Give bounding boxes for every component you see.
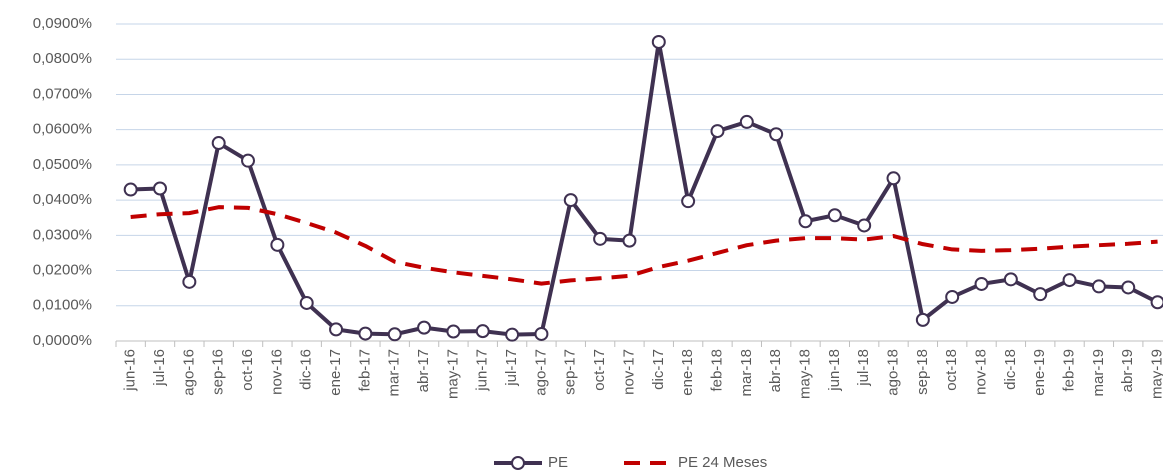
- point: [505, 327, 520, 342]
- x-tick-label: jul-16: [151, 349, 168, 387]
- point: [475, 324, 490, 339]
- y-tick-label: 0,0900%: [33, 15, 92, 32]
- point: [798, 214, 813, 229]
- x-tick-label: oct-18: [943, 349, 960, 391]
- point: [534, 326, 549, 341]
- point: [270, 237, 285, 252]
- x-tick-label: ene-17: [327, 349, 344, 396]
- point: [358, 326, 373, 341]
- x-tick-label: may-18: [796, 349, 813, 399]
- point: [446, 324, 461, 339]
- point: [710, 124, 725, 139]
- point: [123, 182, 138, 197]
- point: [915, 312, 930, 327]
- y-tick-label: 0,0500%: [33, 156, 92, 173]
- point: [886, 171, 901, 186]
- point: [857, 218, 872, 233]
- x-tick-label: jul-18: [855, 349, 872, 387]
- y-tick-label: 0,0200%: [33, 262, 92, 279]
- y-tick-label: 0,0000%: [33, 332, 92, 349]
- y-tick-label: 0,0100%: [33, 297, 92, 314]
- y-tick-label: 0,0700%: [33, 85, 92, 102]
- point: [182, 274, 197, 289]
- point: [563, 193, 578, 208]
- point: [211, 136, 226, 151]
- point: [769, 127, 784, 142]
- point: [827, 208, 842, 223]
- x-tick-label: sep-16: [210, 349, 227, 395]
- y-tick-label: 0,0300%: [33, 226, 92, 243]
- point: [622, 233, 637, 248]
- point: [593, 231, 608, 246]
- x-tick-label: may-17: [444, 349, 461, 399]
- x-tick-label: feb-18: [708, 349, 725, 392]
- y-tick-label: 0,0400%: [33, 191, 92, 208]
- x-tick-label: mar-19: [1090, 349, 1107, 397]
- x-tick-label: oct-16: [239, 349, 256, 391]
- line-series: [130, 205, 1158, 286]
- x-tick-label: dic-18: [1002, 349, 1019, 390]
- x-tick-label: dic-16: [298, 349, 315, 390]
- point: [945, 289, 960, 304]
- point: [241, 153, 256, 168]
- x-tick-label: ene-18: [679, 349, 696, 396]
- point: [299, 295, 314, 310]
- legend-label: PE 24 Meses: [678, 454, 767, 471]
- point: [681, 194, 696, 209]
- point: [1150, 295, 1163, 310]
- point: [974, 276, 989, 291]
- x-tick-label: abr-17: [415, 349, 432, 392]
- x-tick-label: jul-17: [503, 349, 520, 387]
- x-tick-label: oct-17: [591, 349, 608, 391]
- point: [739, 114, 754, 129]
- point: [417, 320, 432, 335]
- point: [153, 181, 168, 196]
- point: [329, 322, 344, 337]
- x-tick-label: feb-19: [1061, 349, 1078, 392]
- point: [1033, 287, 1048, 302]
- point: [1091, 279, 1106, 294]
- x-tick-label: nov-16: [268, 349, 285, 395]
- point: [1062, 273, 1077, 288]
- x-tick-label: sep-17: [562, 349, 579, 395]
- point: [1121, 280, 1136, 295]
- x-tick-label: sep-18: [914, 349, 931, 395]
- point: [651, 34, 666, 49]
- y-tick-label: 0,0600%: [33, 121, 92, 138]
- point: [387, 327, 402, 342]
- x-tick-label: feb-17: [356, 349, 373, 392]
- x-tick-label: mar-17: [386, 349, 403, 397]
- x-tick-label: ene-19: [1031, 349, 1048, 396]
- point: [1003, 272, 1018, 287]
- legend-label: PE: [548, 454, 568, 471]
- x-tick-label: abr-18: [767, 349, 784, 392]
- x-tick-label: ago-16: [180, 349, 197, 396]
- legend-marker: [511, 456, 525, 470]
- x-tick-label: ago-18: [884, 349, 901, 396]
- x-tick-label: jun-16: [122, 349, 139, 392]
- x-tick-label: jun-18: [826, 349, 843, 392]
- x-tick-label: mar-18: [738, 349, 755, 397]
- x-tick-label: dic-17: [650, 349, 667, 390]
- x-tick-label: nov-17: [620, 349, 637, 395]
- x-tick-label: abr-19: [1119, 349, 1136, 392]
- x-tick-label: nov-18: [972, 349, 989, 395]
- x-tick-label: may-19: [1149, 349, 1163, 399]
- x-tick-label: ago-17: [532, 349, 549, 396]
- y-tick-label: 0,0800%: [33, 50, 92, 67]
- x-tick-label: jun-17: [474, 349, 491, 392]
- line-series: [130, 39, 1159, 337]
